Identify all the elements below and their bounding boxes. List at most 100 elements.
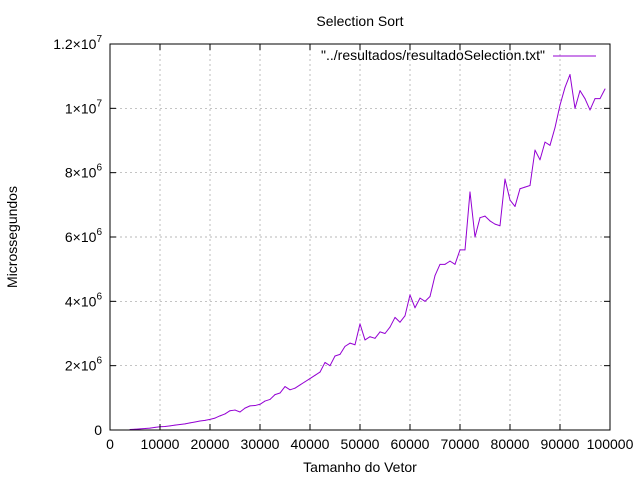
data-point [134, 428, 136, 430]
data-point [499, 225, 501, 227]
data-point [194, 421, 196, 423]
data-point [164, 425, 166, 427]
data-point [544, 141, 546, 143]
data-point [434, 275, 436, 277]
x-tick-label: 30000 [241, 436, 280, 452]
data-point [449, 260, 451, 262]
data-point [569, 74, 571, 76]
data-point [599, 98, 601, 100]
y-axis-label: Microssegundos [4, 186, 20, 288]
data-point [534, 149, 536, 151]
data-point [389, 326, 391, 328]
data-point [394, 316, 396, 318]
x-tick-label: 0 [106, 436, 114, 452]
legend-label: "../resultados/resultadoSelection.txt" [321, 47, 545, 63]
data-point [249, 405, 251, 407]
data-point [314, 374, 316, 376]
x-tick-label: 10000 [141, 436, 180, 452]
series-line-group [129, 74, 606, 431]
data-point [174, 424, 176, 426]
data-point [339, 353, 341, 355]
data-point [529, 185, 531, 187]
data-point [514, 205, 516, 207]
y-tick-label: 4×106 [65, 291, 103, 309]
y-tick-label: 8×106 [65, 163, 103, 181]
data-point [274, 394, 276, 396]
data-point [429, 296, 431, 298]
data-point [214, 417, 216, 419]
data-point [509, 199, 511, 201]
x-tick-label: 40000 [291, 436, 330, 452]
data-point [204, 419, 206, 421]
data-point [489, 220, 491, 222]
data-point [259, 403, 261, 405]
data-point [364, 339, 366, 341]
data-point [539, 159, 541, 161]
data-point [349, 342, 351, 344]
data-point [559, 104, 561, 106]
x-tick-label: 70000 [441, 436, 480, 452]
ticks: 0 10000 20000 30000 40000 50000 60000 70000 8000… [53, 34, 633, 452]
data-point [384, 333, 386, 334]
legend: "../resultados/resultadoSelection.txt" [321, 47, 596, 63]
data-point [334, 355, 336, 357]
data-point [279, 392, 281, 394]
data-point [329, 365, 331, 367]
data-point [574, 107, 576, 109]
data-point [484, 215, 486, 217]
data-point [219, 415, 221, 417]
data-point [149, 427, 151, 429]
x-tick-label: 50000 [341, 436, 380, 452]
data-point [474, 236, 476, 238]
x-tick-label: 80000 [491, 436, 530, 452]
data-point [354, 344, 356, 346]
data-point [404, 315, 406, 317]
x-tick-label: 100000 [587, 436, 634, 452]
data-point [304, 381, 306, 383]
data-point [309, 378, 311, 380]
chart-title: Selection Sort [316, 13, 403, 29]
data-point [439, 263, 441, 265]
data-point [359, 323, 361, 325]
data-point [584, 98, 586, 100]
data-point [519, 188, 521, 190]
data-point [409, 294, 411, 296]
data-point [479, 217, 481, 219]
x-tick-label: 90000 [541, 436, 580, 452]
data-point [369, 336, 371, 338]
grid [110, 44, 610, 430]
data-point [244, 407, 246, 409]
data-point [169, 425, 171, 427]
data-point [424, 300, 426, 302]
data-point [189, 422, 191, 424]
data-point [344, 345, 346, 347]
data-point [549, 144, 551, 146]
data-point [284, 386, 286, 388]
data-point [524, 186, 526, 188]
x-tick-label: 20000 [191, 436, 230, 452]
data-point [554, 127, 556, 129]
data-point [604, 88, 606, 90]
data-point [139, 428, 141, 430]
data-point [419, 297, 421, 299]
data-point [229, 410, 231, 412]
data-point [379, 331, 381, 333]
y-tick-label: 1.2×107 [53, 34, 102, 52]
data-point [594, 98, 596, 100]
data-point [464, 249, 466, 251]
data-point [504, 178, 506, 180]
y-tick-label: 0 [94, 422, 102, 438]
data-point [224, 413, 226, 415]
data-point [494, 223, 496, 225]
data-point [209, 418, 211, 420]
data-point [179, 424, 181, 426]
data-point [564, 86, 566, 88]
data-point [289, 389, 291, 391]
data-point [264, 400, 266, 402]
data-point [184, 423, 186, 425]
y-tick-label: 2×106 [65, 356, 103, 374]
data-point [589, 109, 591, 111]
data-point [299, 384, 301, 386]
data-point [454, 263, 456, 265]
